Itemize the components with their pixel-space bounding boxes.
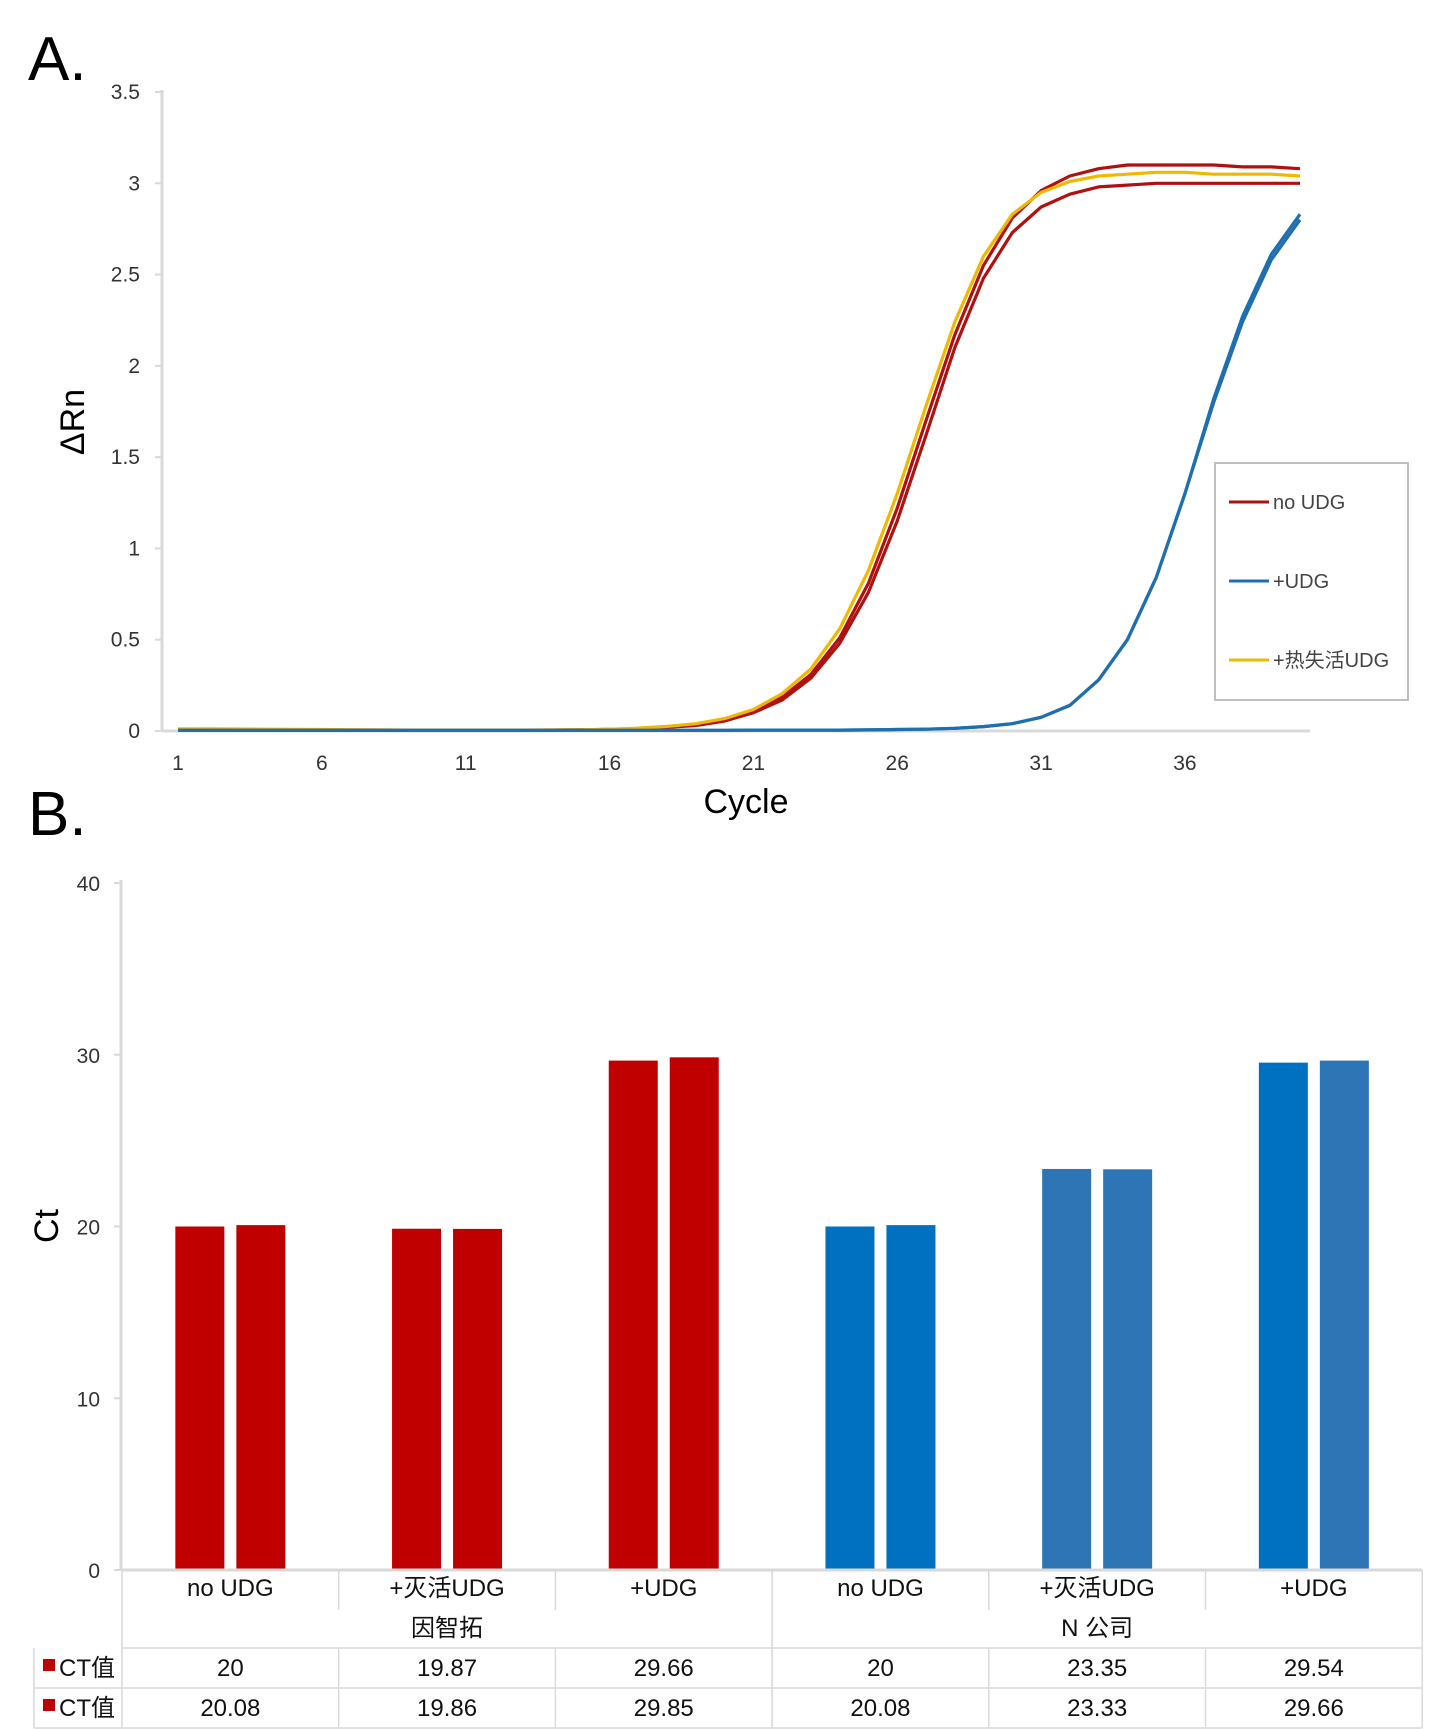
x-tick-label: 21: [742, 752, 765, 775]
x-tick-label: 11: [455, 752, 477, 775]
bar: [175, 1226, 225, 1570]
bar: [1258, 1062, 1308, 1570]
series-line-2: [178, 170, 1301, 732]
series-name: CT值: [59, 1695, 115, 1722]
x-tick-label: 26: [886, 752, 909, 775]
y-tick-label: 20: [77, 1217, 100, 1240]
series-line-0: [178, 181, 1300, 732]
table-cell: 29.54: [1284, 1655, 1344, 1682]
bar: [886, 1225, 936, 1570]
y-tick-label: 0: [128, 720, 140, 743]
y-tick-label: 0: [88, 1560, 100, 1583]
table-cell: 20: [867, 1655, 894, 1682]
panel-a-legend: no UDG +UDG +热失活UDG: [1214, 462, 1409, 701]
category-label: +UDG: [630, 1575, 697, 1602]
panel-a-label: A.: [28, 25, 87, 94]
panel-a-y-axis-title: ΔRn: [54, 389, 92, 455]
panel-b-y-ticks: 0 10 20 30 40: [77, 873, 121, 1583]
legend-label: +热失活UDG: [1273, 649, 1389, 672]
y-tick-label: 2: [128, 355, 140, 378]
group-label: 因智拓: [411, 1615, 483, 1642]
x-tick-label: 16: [598, 752, 621, 775]
x-tick-label: 31: [1029, 752, 1052, 775]
series-marker: [43, 1699, 55, 1711]
table-cell: 20.08: [850, 1695, 910, 1722]
series-line-1: [178, 163, 1301, 732]
y-tick-label: 3: [128, 172, 140, 195]
table-cell: 29.85: [634, 1695, 694, 1722]
panel-b-bars: [175, 1057, 1369, 1570]
panel-a-x-axis-title: Cycle: [703, 783, 788, 821]
panel-a-y-ticks: 0 0.5 1 1.5 2 2.5 3 3.5: [111, 81, 162, 743]
panel-a-line-chart: A. 00.511.522.533.5 1 6 11 16 21 26 31 36 ΔRn C…: [28, 25, 1409, 821]
table-cell: 23.33: [1067, 1695, 1127, 1722]
bar: [825, 1226, 875, 1570]
series-line-3: [178, 218, 1302, 732]
table-cell: 20.08: [200, 1695, 260, 1722]
y-tick-label: 30: [77, 1045, 100, 1068]
panel-a-series-lines: [178, 163, 1302, 732]
legend-label: no UDG: [1273, 492, 1345, 514]
category-label: +灭活UDG: [1039, 1575, 1154, 1602]
series-marker: [43, 1659, 55, 1671]
y-tick-label: 1.5: [111, 446, 140, 469]
y-tick-label: 1: [128, 537, 140, 560]
panel-b-bar-chart: B. 0 10 20 30 40 Ct no UDG +灭活UDG +UDG no UDG +灭…: [28, 780, 1423, 1729]
x-tick-label: 36: [1173, 752, 1196, 775]
y-tick-label: 0.5: [111, 629, 140, 652]
legend-label: +UDG: [1273, 571, 1329, 593]
panel-a-x-ticks: 1 6 11 16 21 26 31 36: [172, 752, 1196, 775]
category-label: +UDG: [1280, 1575, 1347, 1602]
bar: [1103, 1169, 1153, 1570]
group-label: N 公司: [1061, 1615, 1133, 1642]
bar: [1042, 1168, 1092, 1570]
x-tick-label: 6: [316, 752, 328, 775]
bar: [608, 1060, 658, 1570]
bar: [392, 1228, 442, 1570]
table-cell: 19.87: [417, 1655, 477, 1682]
table-cell: 29.66: [634, 1655, 694, 1682]
category-label: no UDG: [187, 1575, 274, 1602]
bar: [669, 1057, 719, 1570]
y-tick-label: 10: [77, 1388, 100, 1411]
series-name: CT值: [59, 1655, 115, 1682]
table-cell: 20: [217, 1655, 244, 1682]
bar: [236, 1225, 286, 1570]
category-label: no UDG: [837, 1575, 924, 1602]
table-cell: 19.86: [417, 1695, 477, 1722]
panel-b-y-axis-title: Ct: [28, 1208, 66, 1243]
panel-b-data-table: no UDG +灭活UDG +UDG no UDG +灭活UDG +UDG 因智拓 N 公司 C…: [33, 1568, 1423, 1729]
bar: [453, 1228, 503, 1570]
category-label: +灭活UDG: [389, 1575, 504, 1602]
table-cell: 23.35: [1067, 1655, 1127, 1682]
y-tick-label: 3.5: [111, 81, 140, 104]
panel-b-label: B.: [28, 780, 87, 849]
table-cell: 29.66: [1284, 1695, 1344, 1722]
x-tick-label: 1: [172, 752, 184, 775]
y-tick-label: 2.5: [111, 264, 140, 287]
series-line-4: [178, 213, 1302, 732]
y-tick-label: 40: [77, 873, 100, 896]
bar: [1319, 1060, 1369, 1570]
